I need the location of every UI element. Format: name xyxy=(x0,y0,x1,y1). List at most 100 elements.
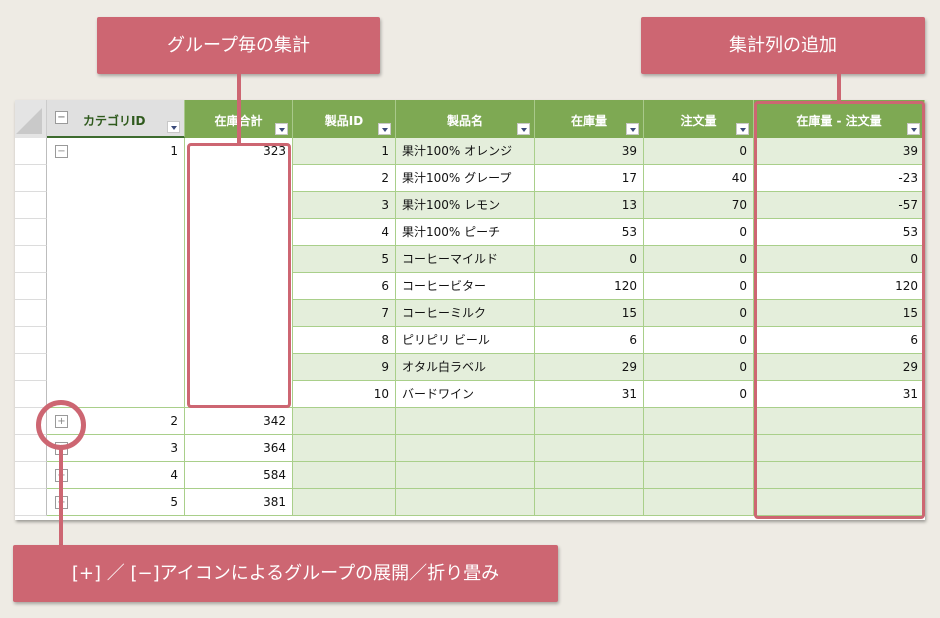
stock-total-cell[interactable]: 342 xyxy=(185,408,293,435)
diff-cell[interactable]: 0 xyxy=(754,246,925,273)
collapse-all-icon[interactable]: − xyxy=(55,111,68,124)
row-header[interactable] xyxy=(15,354,47,381)
filter-dropdown-icon[interactable] xyxy=(517,123,530,135)
diff-cell[interactable]: 31 xyxy=(754,381,925,408)
stock-cell[interactable]: 120 xyxy=(535,273,644,300)
category-id-cell[interactable]: +5 xyxy=(47,489,185,516)
stock-cell[interactable]: 29 xyxy=(535,354,644,381)
product-name-cell[interactable]: 果汁100% グレープ xyxy=(396,165,535,192)
column-header-diff[interactable]: 在庫量 - 注文量 xyxy=(754,100,925,138)
row-header[interactable] xyxy=(15,381,47,408)
stock-total-cell[interactable]: 364 xyxy=(185,435,293,462)
filter-dropdown-icon[interactable] xyxy=(167,121,180,133)
orders-cell[interactable]: 40 xyxy=(644,165,754,192)
filter-dropdown-icon[interactable] xyxy=(736,123,749,135)
stock-total-cell[interactable]: 381 xyxy=(185,489,293,516)
stock-cell[interactable]: 0 xyxy=(535,246,644,273)
diff-cell[interactable] xyxy=(754,462,925,489)
row-header[interactable] xyxy=(15,219,47,246)
stock-total-cell[interactable]: 323 xyxy=(185,138,293,408)
column-header-category-id[interactable]: − カテゴリID xyxy=(47,100,185,138)
filter-dropdown-icon[interactable] xyxy=(275,123,288,135)
diff-cell[interactable] xyxy=(754,435,925,462)
product-name-cell[interactable]: ピリピリ ビール xyxy=(396,327,535,354)
orders-cell[interactable] xyxy=(644,435,754,462)
product-id-cell[interactable]: 2 xyxy=(293,165,396,192)
diff-cell[interactable]: 120 xyxy=(754,273,925,300)
product-name-cell[interactable]: コーヒービター xyxy=(396,273,535,300)
stock-total-cell[interactable]: 584 xyxy=(185,462,293,489)
stock-cell[interactable] xyxy=(535,462,644,489)
diff-cell[interactable]: -23 xyxy=(754,165,925,192)
diff-cell[interactable] xyxy=(754,408,925,435)
product-id-cell[interactable] xyxy=(293,489,396,516)
diff-cell[interactable]: 39 xyxy=(754,138,925,165)
product-id-cell[interactable]: 3 xyxy=(293,192,396,219)
column-header-orders[interactable]: 注文量 xyxy=(644,100,754,138)
stock-cell[interactable] xyxy=(535,408,644,435)
row-header[interactable] xyxy=(15,489,47,516)
diff-cell[interactable]: 29 xyxy=(754,354,925,381)
product-name-cell[interactable] xyxy=(396,489,535,516)
product-name-cell[interactable]: コーヒーマイルド xyxy=(396,246,535,273)
stock-cell[interactable]: 6 xyxy=(535,327,644,354)
orders-cell[interactable]: 0 xyxy=(644,354,754,381)
product-name-cell[interactable] xyxy=(396,462,535,489)
product-id-cell[interactable]: 6 xyxy=(293,273,396,300)
product-id-cell[interactable]: 9 xyxy=(293,354,396,381)
orders-cell[interactable]: 0 xyxy=(644,219,754,246)
product-id-cell[interactable] xyxy=(293,408,396,435)
orders-cell[interactable]: 0 xyxy=(644,327,754,354)
product-name-cell[interactable]: オタル白ラベル xyxy=(396,354,535,381)
product-name-cell[interactable] xyxy=(396,408,535,435)
row-header[interactable] xyxy=(15,138,47,165)
filter-dropdown-icon[interactable] xyxy=(907,123,920,135)
product-id-cell[interactable]: 8 xyxy=(293,327,396,354)
diff-cell[interactable]: 6 xyxy=(754,327,925,354)
column-header-product-name[interactable]: 製品名 xyxy=(396,100,535,138)
diff-cell[interactable] xyxy=(754,489,925,516)
orders-cell[interactable] xyxy=(644,462,754,489)
product-name-cell[interactable] xyxy=(396,435,535,462)
product-name-cell[interactable]: コーヒーミルク xyxy=(396,300,535,327)
row-header[interactable] xyxy=(15,300,47,327)
category-id-cell[interactable]: −1 xyxy=(47,138,185,408)
product-id-cell[interactable]: 5 xyxy=(293,246,396,273)
filter-dropdown-icon[interactable] xyxy=(378,123,391,135)
stock-cell[interactable]: 13 xyxy=(535,192,644,219)
stock-cell[interactable] xyxy=(535,435,644,462)
orders-cell[interactable]: 0 xyxy=(644,246,754,273)
row-header[interactable] xyxy=(15,273,47,300)
orders-cell[interactable] xyxy=(644,489,754,516)
product-name-cell[interactable]: 果汁100% オレンジ xyxy=(396,138,535,165)
orders-cell[interactable]: 70 xyxy=(644,192,754,219)
orders-cell[interactable]: 0 xyxy=(644,381,754,408)
diff-cell[interactable]: 53 xyxy=(754,219,925,246)
filter-dropdown-icon[interactable] xyxy=(626,123,639,135)
row-header[interactable] xyxy=(15,165,47,192)
product-id-cell[interactable]: 1 xyxy=(293,138,396,165)
select-all-corner[interactable] xyxy=(15,100,47,138)
row-header[interactable] xyxy=(15,327,47,354)
product-name-cell[interactable]: 果汁100% レモン xyxy=(396,192,535,219)
orders-cell[interactable]: 0 xyxy=(644,273,754,300)
stock-cell[interactable]: 39 xyxy=(535,138,644,165)
row-header[interactable] xyxy=(15,462,47,489)
column-header-stock[interactable]: 在庫量 xyxy=(535,100,644,138)
product-id-cell[interactable]: 7 xyxy=(293,300,396,327)
row-header[interactable] xyxy=(15,246,47,273)
diff-cell[interactable]: 15 xyxy=(754,300,925,327)
product-id-cell[interactable]: 10 xyxy=(293,381,396,408)
column-header-product-id[interactable]: 製品ID xyxy=(293,100,396,138)
product-name-cell[interactable]: バードワイン xyxy=(396,381,535,408)
stock-cell[interactable]: 15 xyxy=(535,300,644,327)
product-id-cell[interactable]: 4 xyxy=(293,219,396,246)
orders-cell[interactable] xyxy=(644,408,754,435)
stock-cell[interactable]: 17 xyxy=(535,165,644,192)
diff-cell[interactable]: -57 xyxy=(754,192,925,219)
collapse-group-icon[interactable]: − xyxy=(55,145,68,158)
stock-cell[interactable]: 53 xyxy=(535,219,644,246)
orders-cell[interactable]: 0 xyxy=(644,300,754,327)
product-id-cell[interactable] xyxy=(293,462,396,489)
stock-cell[interactable]: 31 xyxy=(535,381,644,408)
